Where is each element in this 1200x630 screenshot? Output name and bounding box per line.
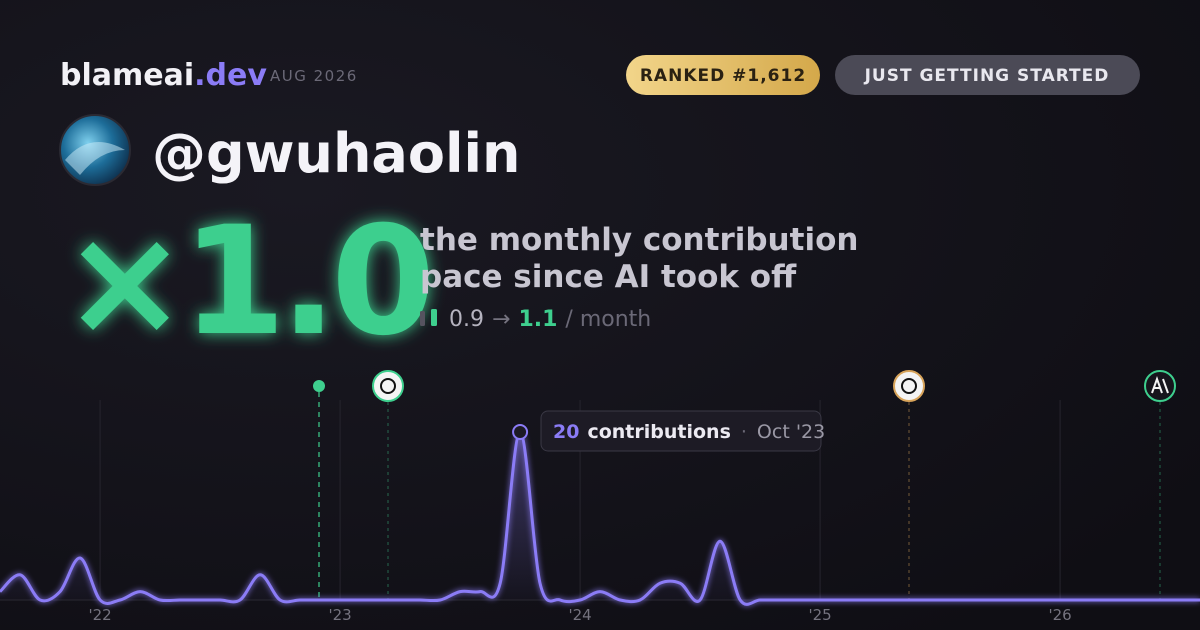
event-dot bbox=[313, 380, 325, 392]
multiplier: ×1.0 bbox=[62, 195, 429, 369]
plot: '22 '23 '24 '25 '26 bbox=[0, 400, 1200, 624]
stat-icon bbox=[420, 311, 425, 326]
tooltip bbox=[540, 410, 822, 452]
event-icon-glyph bbox=[1151, 376, 1169, 394]
peak-marker bbox=[512, 424, 529, 440]
level-text: JUST GETTING STARTED bbox=[864, 66, 1110, 86]
brand: blameai.dev bbox=[60, 58, 267, 93]
event-icon bbox=[893, 370, 925, 402]
description-line: pace since AI took off bbox=[420, 259, 797, 295]
line bbox=[0, 430, 1200, 606]
username: @gwuhaolin bbox=[152, 122, 520, 185]
stats: 0.9 → 1.1 / month bbox=[449, 307, 651, 332]
tooltip-value: 20 bbox=[553, 421, 579, 443]
stat-after: 1.1 bbox=[518, 307, 557, 332]
tooltip-separator: · bbox=[741, 421, 747, 443]
x-tick-label: '24 bbox=[568, 606, 591, 624]
x-tick-label: '26 bbox=[1048, 606, 1071, 624]
tooltip-date: Oct '23 bbox=[757, 421, 825, 443]
event-icon-glyph bbox=[901, 378, 917, 394]
rank-badge bbox=[626, 55, 820, 95]
tooltip-text: 20 contributions · Oct '23 bbox=[553, 421, 825, 443]
brand-suffix: .dev bbox=[194, 58, 267, 93]
stat-before: 0.9 bbox=[449, 307, 484, 332]
avatar-detail bbox=[65, 142, 125, 175]
x-tick-label: '25 bbox=[808, 606, 831, 624]
x-tick-label: '22 bbox=[88, 606, 111, 624]
rank-text: RANKED #1,612 bbox=[640, 66, 806, 86]
brand-name: blameai bbox=[60, 58, 194, 93]
x-tick-label: '23 bbox=[328, 606, 351, 624]
description-line: the monthly contribution bbox=[420, 222, 858, 258]
tooltip-unit: contributions bbox=[587, 421, 730, 443]
date: AUG 2026 bbox=[270, 67, 358, 85]
stat-icon bbox=[431, 309, 437, 326]
event-icon bbox=[372, 370, 404, 402]
stat-unit: / month bbox=[565, 307, 651, 332]
event-icon-glyph bbox=[380, 378, 396, 394]
level-badge bbox=[835, 55, 1140, 95]
events bbox=[313, 370, 1176, 600]
stat-arrow: → bbox=[492, 307, 510, 332]
